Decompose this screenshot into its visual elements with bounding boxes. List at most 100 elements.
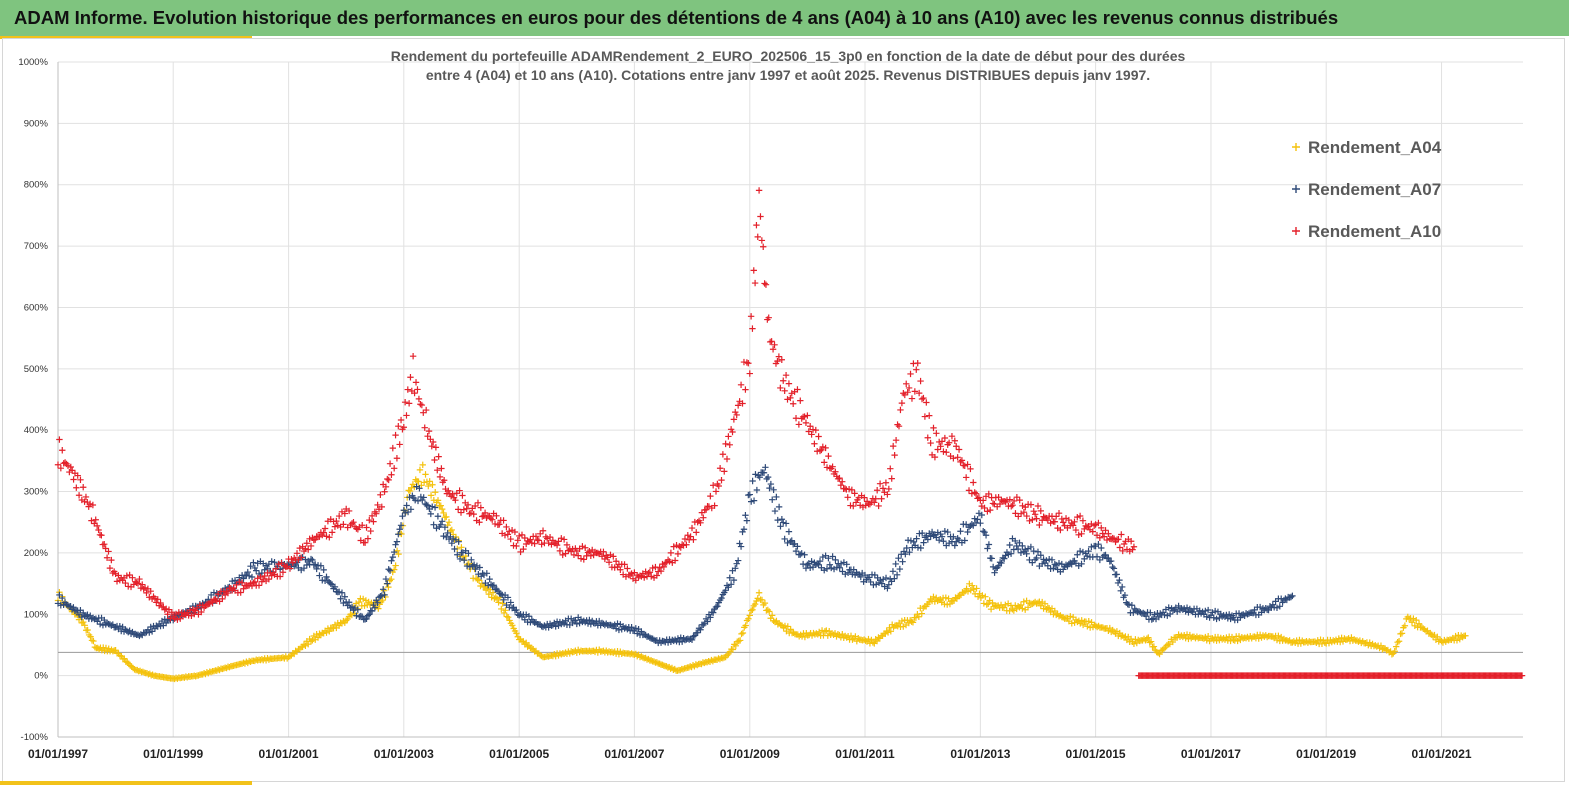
data-point-rendement-a10 xyxy=(298,554,305,561)
data-point-rendement-a10 xyxy=(129,574,136,581)
data-point-rendement-a07 xyxy=(893,571,901,579)
data-point-rendement-a07 xyxy=(1033,554,1040,562)
data-point-rendement-a04 xyxy=(285,653,292,661)
data-point-rendement-a10 xyxy=(903,380,910,387)
x-tick-label: 01/01/1999 xyxy=(143,747,203,761)
data-point-rendement-a10 xyxy=(464,501,472,509)
data-point-rendement-a10 xyxy=(700,514,707,521)
data-point-rendement-a10 xyxy=(1109,534,1116,542)
data-point-rendement-a10 xyxy=(168,609,176,616)
data-point-rendement-a10 xyxy=(233,581,240,589)
data-point-rendement-a04 xyxy=(659,661,666,668)
legend-label: Rendement_A04 xyxy=(1308,138,1442,157)
data-point-rendement-a10 xyxy=(237,589,244,596)
data-point-rendement-a07 xyxy=(1213,615,1220,623)
data-point-rendement-a04 xyxy=(824,632,831,639)
accent-bar-top xyxy=(0,36,252,39)
data-point-rendement-a10 xyxy=(527,536,534,543)
data-point-rendement-a07 xyxy=(850,566,857,573)
data-point-rendement-a07 xyxy=(697,626,704,633)
data-point-rendement-a07 xyxy=(1030,547,1037,555)
data-point-rendement-a10 xyxy=(528,539,536,547)
data-point-rendement-a04 xyxy=(375,605,382,612)
data-point-rendement-a10 xyxy=(788,390,795,397)
data-point-rendement-a04 xyxy=(758,596,766,604)
data-point-rendement-a07 xyxy=(632,625,640,632)
data-point-rendement-a10 xyxy=(754,233,761,241)
data-point-rendement-a10 xyxy=(1031,511,1039,518)
data-point-rendement-a04 xyxy=(738,630,745,638)
data-point-rendement-a10 xyxy=(388,471,395,478)
data-point-rendement-a07 xyxy=(1062,561,1070,569)
data-point-rendement-a04 xyxy=(359,595,367,603)
data-point-rendement-a10 xyxy=(86,500,94,508)
data-point-rendement-a10 xyxy=(101,540,108,548)
data-point-rendement-a10 xyxy=(1060,519,1067,526)
data-point-rendement-a07 xyxy=(84,611,91,618)
data-point-rendement-a04 xyxy=(216,666,223,674)
data-point-rendement-a10 xyxy=(889,442,897,450)
data-point-rendement-a10 xyxy=(546,533,554,541)
data-point-rendement-a07 xyxy=(614,620,621,627)
data-point-rendement-a10 xyxy=(876,480,884,487)
data-point-rendement-a04 xyxy=(1398,630,1406,637)
data-point-rendement-a10 xyxy=(888,475,895,482)
data-point-rendement-a07 xyxy=(920,539,927,546)
data-point-rendement-a07 xyxy=(785,528,793,535)
data-point-rendement-a07 xyxy=(709,609,717,616)
data-point-rendement-a07 xyxy=(965,524,973,531)
data-point-rendement-a04 xyxy=(973,585,980,592)
data-point-rendement-a07 xyxy=(1161,611,1168,619)
data-point-rendement-a10 xyxy=(687,533,694,540)
data-point-rendement-a07 xyxy=(895,554,902,562)
data-point-rendement-a10 xyxy=(1026,517,1033,525)
data-point-rendement-a10 xyxy=(626,571,634,579)
data-point-rendement-a07 xyxy=(515,612,523,619)
data-point-rendement-a10 xyxy=(1116,544,1124,551)
data-point-rendement-a10 xyxy=(1065,516,1073,524)
data-point-rendement-a07 xyxy=(1266,602,1274,610)
data-point-rendement-a04 xyxy=(116,652,124,659)
data-point-rendement-a10 xyxy=(957,458,964,466)
data-point-rendement-a10 xyxy=(559,551,566,559)
data-point-rendement-a04 xyxy=(739,629,747,637)
data-point-rendement-a10 xyxy=(971,489,978,496)
data-point-rendement-a07 xyxy=(136,632,143,640)
data-point-rendement-a10 xyxy=(139,581,146,588)
data-point-rendement-a10 xyxy=(580,556,588,563)
data-point-rendement-a10 xyxy=(415,395,423,403)
data-point-rendement-a04 xyxy=(576,648,583,656)
data-point-rendement-a04 xyxy=(352,600,360,607)
data-point-rendement-a10 xyxy=(882,479,890,486)
data-point-rendement-a07 xyxy=(769,496,776,503)
data-point-rendement-a04 xyxy=(648,657,655,664)
data-point-rendement-a10 xyxy=(374,501,381,509)
data-point-rendement-a07 xyxy=(1183,604,1191,611)
data-point-rendement-a10 xyxy=(666,558,673,565)
data-point-rendement-a07 xyxy=(732,565,739,572)
data-point-rendement-a04 xyxy=(1317,636,1324,643)
data-point-rendement-a10 xyxy=(914,359,921,367)
data-point-rendement-a10 xyxy=(862,502,869,509)
data-point-rendement-a10 xyxy=(1013,493,1021,501)
data-point-rendement-a10 xyxy=(836,474,843,482)
data-point-rendement-a10 xyxy=(934,446,941,453)
data-point-rendement-a04 xyxy=(925,598,933,606)
data-point-rendement-a07 xyxy=(461,556,468,564)
data-point-rendement-a10 xyxy=(92,516,99,523)
data-point-rendement-a07 xyxy=(1027,543,1035,551)
data-point-rendement-a10 xyxy=(82,493,90,501)
data-point-rendement-a10 xyxy=(74,472,81,479)
data-point-rendement-a07 xyxy=(1006,541,1013,549)
data-point-rendement-a04 xyxy=(1067,613,1074,620)
data-point-rendement-a10 xyxy=(951,437,959,444)
data-point-rendement-a10 xyxy=(600,548,607,555)
data-point-rendement-a10 xyxy=(393,455,401,462)
data-point-rendement-a04 xyxy=(1311,638,1319,645)
data-point-rendement-a10 xyxy=(366,516,373,524)
data-point-rendement-a07 xyxy=(1017,549,1025,556)
data-point-rendement-a07 xyxy=(1105,554,1112,562)
data-point-rendement-a07 xyxy=(403,502,410,509)
data-point-rendement-a10 xyxy=(345,507,353,515)
data-point-rendement-a07 xyxy=(56,591,63,599)
